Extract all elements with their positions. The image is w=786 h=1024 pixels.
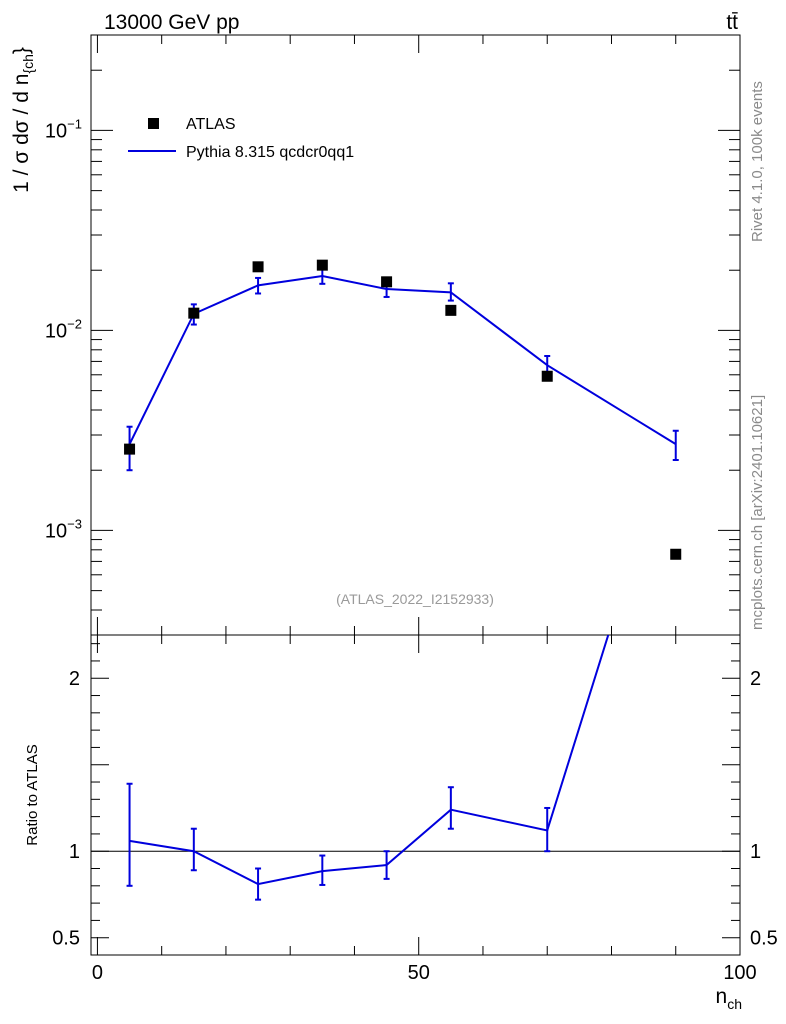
ratio-ticks xyxy=(91,635,741,956)
atlas-point xyxy=(381,276,393,288)
ratio-ytick-labels: 0.5 0.5 1 1 2 2 xyxy=(52,668,778,949)
main-ytick-labels: 10−310−210−1 xyxy=(45,116,82,542)
atlas-point xyxy=(124,443,136,455)
ratio-series-clipped xyxy=(126,635,610,901)
main-ticks xyxy=(91,35,741,636)
legend: ATLAS Pythia 8.315 qcdcr0qq1 xyxy=(128,116,354,161)
atlas-point xyxy=(541,370,553,382)
rivet-label: Rivet 4.1.0, 100k events xyxy=(749,81,766,242)
ratio-xtick-label: 50 xyxy=(408,962,430,984)
atlas-point xyxy=(252,261,264,273)
ytick-base: 10 xyxy=(45,120,67,142)
energy-label: 13000 GeV pp xyxy=(104,11,239,34)
main-panel: 10−310−210−1 1 / σ dσ / d n{ch} (ATLAS_2… xyxy=(10,34,741,636)
ytick-base: 10 xyxy=(45,320,67,342)
ytick-base: 10 xyxy=(45,520,67,542)
ratio-ylabel: Ratio to ATLAS xyxy=(24,744,41,845)
process-label: tt̄ xyxy=(726,11,738,34)
legend-atlas-marker xyxy=(148,118,159,129)
ratio-ytick-label-right: 2 xyxy=(750,668,761,690)
main-series xyxy=(124,259,682,560)
ratio-xtick-label: 100 xyxy=(723,962,756,984)
ratio-panel: 0.5 0.5 1 1 2 2 0 50 100 Ratio to ATLAS nch xyxy=(24,634,778,1012)
atlas-point xyxy=(670,548,682,560)
ytick-exponent: −1 xyxy=(67,116,82,131)
main-ylabel-sub: {ch xyxy=(20,54,36,73)
atlas-point xyxy=(445,304,457,316)
ratio-ytick-label-right: 1 xyxy=(750,841,761,863)
ratio-ytick-label-left: 0.5 xyxy=(52,928,80,950)
ratio-ytick-label-right: 0.5 xyxy=(750,928,778,950)
ratio-ytick-label-left: 2 xyxy=(69,668,80,690)
ratio-pythia-line xyxy=(129,635,610,886)
ratio-xlabel: nch xyxy=(716,985,742,1012)
ratio-xlabel-sub: ch xyxy=(727,996,742,1012)
ratio-series xyxy=(126,635,610,901)
ytick-exponent: −2 xyxy=(67,316,82,331)
ratio-xtick-label: 0 xyxy=(92,962,103,984)
main-ytick-label: 10−1 xyxy=(45,116,82,142)
ratio-ytick-label-left: 1 xyxy=(69,841,80,863)
mcplots-label: mcplots.cern.ch [arXiv:2401.10621] xyxy=(749,395,766,630)
atlas-point xyxy=(316,259,328,271)
main-ylabel-brace: } xyxy=(10,47,33,54)
analysis-watermark: (ATLAS_2022_I2152933) xyxy=(336,591,494,607)
main-ylabel: 1 / σ dσ / d n{ch} xyxy=(10,47,36,193)
main-ytick-label: 10−2 xyxy=(45,316,82,342)
main-ylabel-base: 1 / σ dσ / d n xyxy=(10,74,33,193)
ratio-frame xyxy=(90,634,741,956)
main-ytick-label: 10−3 xyxy=(45,516,82,542)
legend-pythia-label: Pythia 8.315 qcdcr0qq1 xyxy=(186,144,354,161)
ratio-xtick-labels: 0 50 100 xyxy=(92,962,757,984)
legend-atlas-label: ATLAS xyxy=(186,116,236,133)
atlas-point xyxy=(188,307,200,319)
ratio-xlabel-base: n xyxy=(716,985,728,1008)
pythia-line xyxy=(128,275,677,446)
ytick-exponent: −3 xyxy=(67,516,82,531)
